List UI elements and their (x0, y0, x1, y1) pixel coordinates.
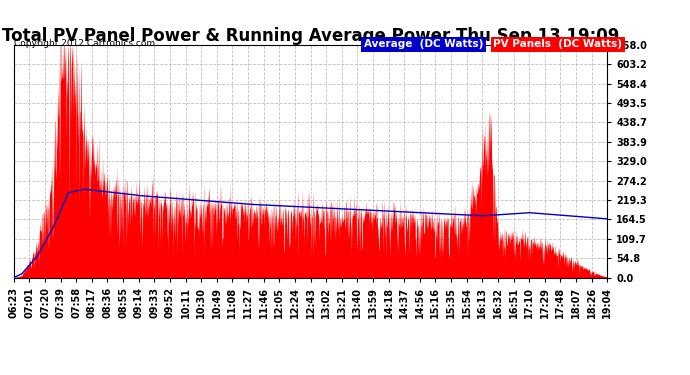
Title: Total PV Panel Power & Running Average Power Thu Sep 13 19:09: Total PV Panel Power & Running Average P… (2, 27, 619, 45)
Text: Copyright 2012 Cartronics.com: Copyright 2012 Cartronics.com (14, 39, 155, 48)
Text: Average  (DC Watts): Average (DC Watts) (364, 39, 483, 50)
Text: PV Panels  (DC Watts): PV Panels (DC Watts) (493, 39, 622, 50)
